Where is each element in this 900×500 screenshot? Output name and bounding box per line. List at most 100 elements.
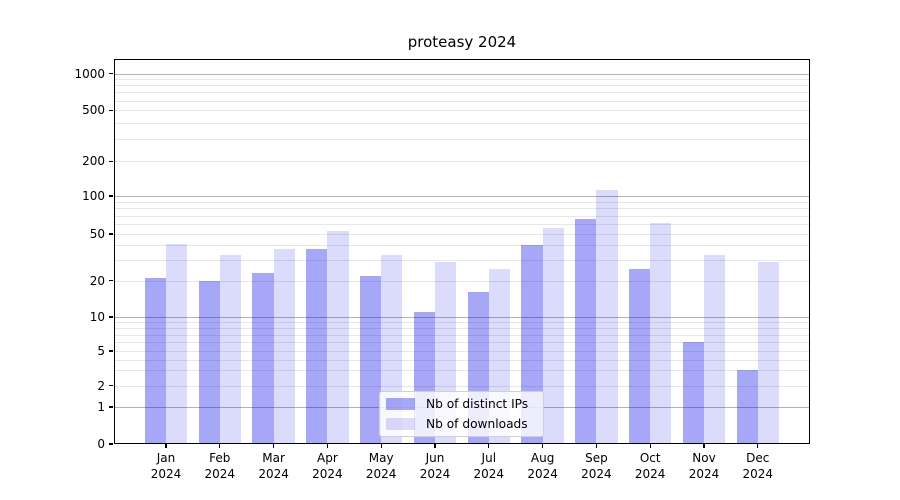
legend-label: Nb of distinct IPs xyxy=(426,397,529,411)
legend-swatch xyxy=(386,398,415,410)
bar-distinct-ips-oct xyxy=(629,269,651,444)
x-tick-mark xyxy=(595,444,598,448)
gridline-minor xyxy=(114,385,810,387)
legend-label: Nb of downloads xyxy=(426,417,528,431)
x-tick-mark xyxy=(703,444,705,448)
x-tick-label: Dec 2024 xyxy=(742,451,774,481)
x-tick-mark xyxy=(380,444,382,448)
y-tick-label: 100 xyxy=(82,189,105,203)
x-tick-label: Sep 2024 xyxy=(581,451,612,481)
gridline-minor xyxy=(114,85,810,87)
x-tick-mark xyxy=(219,444,221,448)
x-tick-label: Mar 2024 xyxy=(258,451,289,481)
y-tick-label: 2 xyxy=(97,378,105,393)
bar-downloads-oct xyxy=(650,223,672,444)
gridline-minor xyxy=(114,138,810,140)
gridline-minor xyxy=(114,215,810,217)
x-tick-label: Feb 2024 xyxy=(204,451,236,481)
legend-item-distinct-ips: Nb of distinct IPs xyxy=(386,395,537,413)
gridline-minor xyxy=(114,201,810,203)
x-tick-mark xyxy=(649,444,651,448)
x-tick-label: Nov 2024 xyxy=(688,451,720,481)
x-tick-mark xyxy=(488,444,490,448)
gridline-minor xyxy=(114,245,810,247)
y-tick-mark xyxy=(109,406,113,408)
bar-distinct-ips-dec xyxy=(736,370,758,444)
x-tick-label: Apr 2024 xyxy=(312,451,343,481)
gridline-major xyxy=(114,73,810,75)
y-tick-label: 200 xyxy=(82,154,105,169)
y-tick-mark xyxy=(109,160,113,162)
bar-distinct-ips-jan xyxy=(144,278,166,444)
gridline-minor xyxy=(114,234,810,235)
bar-downloads-aug xyxy=(542,227,564,444)
x-tick-label: Jan 2024 xyxy=(150,451,182,481)
y-tick-mark xyxy=(109,109,113,111)
x-tick-label: Aug 2024 xyxy=(527,451,558,481)
bar-distinct-ips-mar xyxy=(252,273,274,444)
bar-distinct-ips-feb xyxy=(198,280,220,444)
bar-downloads-apr xyxy=(327,230,349,444)
bar-distinct-ips-nov xyxy=(682,342,704,444)
y-tick-label: 5 xyxy=(97,344,105,358)
y-tick-label: 500 xyxy=(82,103,105,118)
bar-downloads-feb xyxy=(219,255,241,444)
gridline-minor xyxy=(114,122,810,124)
y-tick-label: 0 xyxy=(97,437,105,451)
gridline-minor xyxy=(114,259,810,261)
x-tick-label: Jul 2024 xyxy=(473,451,505,481)
gridline-minor xyxy=(114,161,810,163)
x-tick-mark xyxy=(542,444,544,448)
gridline-minor xyxy=(114,327,810,329)
gridline-minor xyxy=(114,92,810,94)
y-tick-mark xyxy=(109,385,113,387)
x-tick-mark xyxy=(165,444,167,448)
x-tick-label: Oct 2024 xyxy=(634,451,666,481)
legend-item-downloads: Nb of downloads xyxy=(386,415,537,433)
gridline-minor xyxy=(114,342,810,343)
y-tick-mark xyxy=(109,350,113,352)
bar-distinct-ips-apr xyxy=(306,249,328,444)
y-tick-label: 1000 xyxy=(74,66,105,81)
y-tick-label: 20 xyxy=(89,273,105,288)
bar-distinct-ips-may xyxy=(360,275,382,444)
gridline-minor xyxy=(114,208,810,210)
x-tick-mark xyxy=(273,444,275,448)
y-tick-label: 1 xyxy=(97,400,105,414)
y-tick-label: 50 xyxy=(89,227,105,241)
gridline-major xyxy=(114,196,810,197)
gridline-minor xyxy=(114,100,810,102)
gridline-minor xyxy=(114,79,810,81)
bar-downloads-jan xyxy=(166,244,188,444)
y-tick-mark xyxy=(109,316,113,318)
x-tick-mark xyxy=(757,444,759,448)
x-tick-label: Jun 2024 xyxy=(419,451,451,481)
gridline-minor xyxy=(114,224,810,225)
chart-title: proteasy 2024 xyxy=(407,33,517,51)
y-tick-mark xyxy=(109,443,113,445)
gridline-major xyxy=(114,317,810,318)
gridline-minor xyxy=(114,334,810,336)
y-tick-label: 10 xyxy=(89,310,105,324)
x-tick-mark xyxy=(434,444,436,448)
y-tick-mark xyxy=(109,233,113,235)
gridline-minor xyxy=(114,280,810,282)
legend-swatch xyxy=(386,418,415,430)
gridline-minor xyxy=(114,110,810,112)
legend: Nb of distinct IPs Nb of downloads xyxy=(379,391,544,437)
x-tick-mark xyxy=(326,444,329,448)
y-tick-mark xyxy=(109,72,113,75)
bar-downloads-nov xyxy=(704,255,726,444)
y-tick-mark xyxy=(109,195,113,197)
gridline-minor xyxy=(114,359,810,361)
bar-downloads-sep xyxy=(596,189,618,444)
x-tick-label: May 2024 xyxy=(365,451,397,481)
y-tick-mark xyxy=(109,279,113,282)
bar-downloads-dec xyxy=(757,261,779,444)
gridline-minor xyxy=(114,351,810,352)
bar-downloads-mar xyxy=(273,249,295,444)
bar-distinct-ips-sep xyxy=(575,218,597,444)
gridline-minor xyxy=(114,370,810,372)
gridline-minor xyxy=(114,322,810,324)
